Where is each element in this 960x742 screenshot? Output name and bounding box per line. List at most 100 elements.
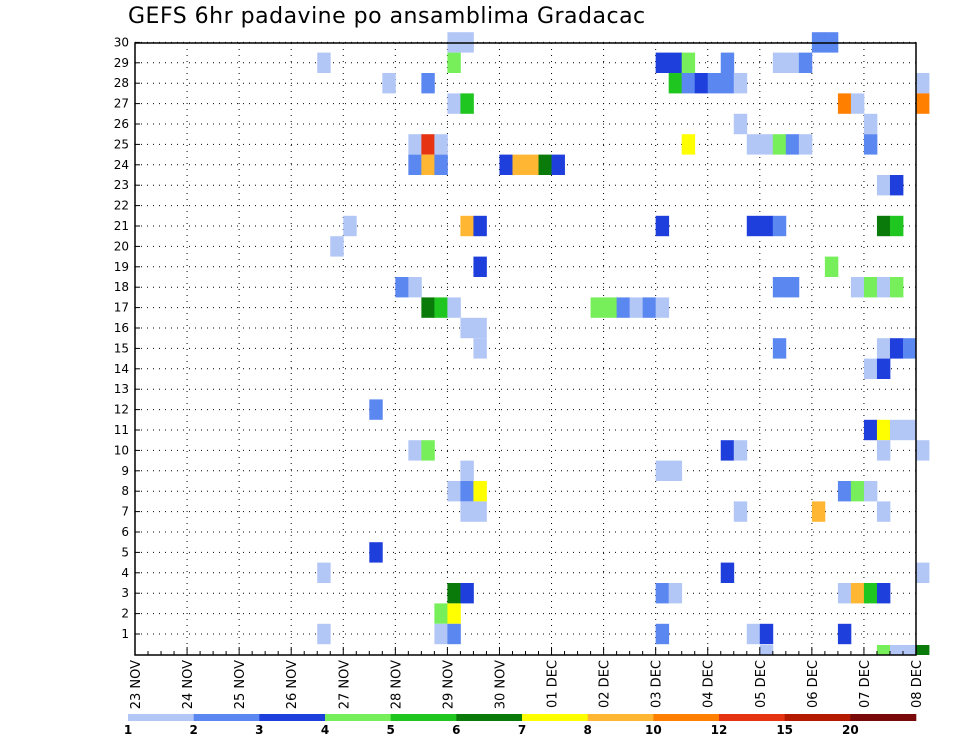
heatmap-cell	[447, 93, 461, 114]
heatmap-cell	[889, 215, 904, 237]
heatmap-cell	[343, 215, 357, 237]
colorbar-label: 20	[842, 723, 859, 737]
heatmap-cell	[382, 73, 396, 94]
heatmap-cell	[863, 277, 878, 298]
heatmap-cell	[473, 317, 487, 339]
heatmap-cell	[447, 52, 461, 73]
heatmap-cell	[850, 481, 865, 502]
colorbar-label: 15	[776, 723, 793, 737]
heatmap-cell	[916, 93, 930, 114]
colorbar-swatch	[522, 714, 588, 721]
colorbar-swatch	[587, 714, 654, 721]
y-tick-label: 8	[121, 484, 129, 498]
y-tick-label: 1	[121, 627, 129, 641]
heatmap-cell	[447, 603, 461, 624]
heatmap-cell	[916, 645, 930, 655]
heatmap-cell	[863, 419, 878, 441]
y-axis: 1234567891011121314151617181920212223242…	[114, 35, 140, 641]
x-tick-label: 07 DEC	[858, 660, 873, 708]
heatmap-cell	[460, 460, 474, 481]
heatmap-cell	[837, 623, 852, 645]
colorbar-swatch	[325, 714, 391, 721]
heatmap-cell	[889, 338, 904, 359]
heatmap-cell	[421, 440, 435, 461]
heatmap-cell	[889, 175, 904, 196]
y-tick-label: 19	[114, 260, 129, 274]
heatmap-cell	[369, 542, 383, 563]
heatmap-cell	[473, 256, 487, 277]
y-tick-label: 30	[114, 35, 129, 49]
heatmap-cell	[551, 154, 565, 175]
colorbar-swatch	[719, 714, 785, 721]
x-tick-label: 06 DEC	[806, 660, 821, 708]
heatmap-cell	[720, 440, 735, 461]
heatmap-cell	[655, 215, 670, 237]
heatmap-cell	[460, 481, 474, 502]
heatmap-cell	[772, 52, 787, 73]
heatmap-cell	[473, 215, 487, 237]
heatmap-cell	[681, 134, 696, 155]
heatmap-cell	[876, 440, 891, 461]
y-tick-label: 23	[114, 178, 129, 192]
colorbar-label: 12	[711, 723, 728, 737]
heatmap-cell	[447, 481, 461, 502]
y-tick-label: 25	[114, 137, 129, 151]
colorbar-swatch	[193, 714, 260, 721]
y-tick-label: 29	[114, 56, 129, 70]
heatmap-cell	[876, 215, 891, 237]
heatmap-cell	[525, 154, 539, 175]
heatmap-cell	[421, 297, 435, 318]
heatmap-cell	[447, 583, 461, 604]
heatmap-cell	[772, 215, 787, 237]
heatmap-cell	[434, 134, 448, 155]
colorbar-label: 8	[583, 723, 591, 737]
heatmap-cell	[317, 623, 331, 645]
heatmap-cell	[746, 134, 761, 155]
heatmap-cell	[916, 562, 930, 583]
heatmap-cell	[499, 154, 513, 175]
heatmap-cell	[681, 52, 696, 73]
heatmap-cell	[759, 134, 774, 155]
heatmap-cell	[772, 134, 787, 155]
y-tick-label: 27	[114, 97, 129, 111]
heatmap-cell	[460, 501, 474, 522]
heatmap-cell	[655, 583, 670, 604]
heatmap-cell	[317, 52, 331, 73]
heatmap-cell	[655, 52, 670, 73]
heatmap-cell	[850, 93, 865, 114]
heatmap-cell	[694, 73, 709, 94]
colorbar-label: 2	[189, 723, 197, 737]
heatmap-cell	[876, 645, 891, 655]
heatmap-cell	[603, 297, 618, 318]
colorbar-swatch	[259, 714, 326, 721]
heatmap-cell	[759, 623, 774, 645]
heatmap-cell	[902, 338, 917, 359]
heatmap-cell	[655, 297, 670, 318]
y-tick-label: 12	[114, 403, 129, 417]
heatmap-cell	[473, 338, 487, 359]
heatmap-cell	[460, 317, 474, 339]
heatmap-cell	[916, 73, 930, 94]
x-tick-label: 05 DEC	[754, 660, 769, 708]
heatmap-cell	[733, 113, 748, 135]
heatmap-cell	[863, 481, 878, 502]
heatmap-cell	[876, 358, 891, 379]
heatmap-cell	[408, 134, 422, 155]
y-tick-label: 13	[114, 382, 129, 396]
heatmap-cell	[460, 93, 474, 114]
heatmap-cell	[421, 134, 435, 155]
y-tick-label: 14	[114, 362, 129, 376]
heatmap-cell	[538, 154, 552, 175]
colorbar-label: 1	[124, 723, 132, 737]
y-tick-label: 17	[114, 301, 129, 315]
y-tick-label: 11	[114, 423, 129, 437]
x-tick-label: 02 DEC	[598, 660, 613, 708]
colorbar-swatch	[128, 714, 194, 721]
heatmap-cell	[746, 215, 761, 237]
heatmap-cell	[408, 277, 422, 298]
y-tick-label: 20	[114, 239, 129, 253]
y-tick-label: 4	[121, 566, 129, 580]
heatmap-cell	[889, 419, 904, 441]
y-tick-label: 3	[121, 586, 129, 600]
